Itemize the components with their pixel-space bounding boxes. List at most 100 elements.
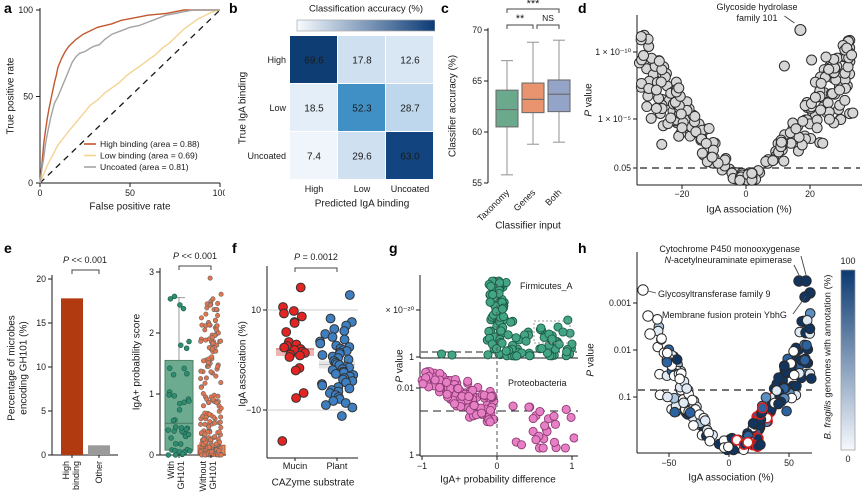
colorbar — [296, 19, 435, 32]
data-point — [696, 147, 708, 159]
annotated-point — [637, 284, 649, 296]
data-point — [207, 275, 213, 281]
annotation-leader — [784, 15, 795, 24]
data-point — [170, 417, 177, 424]
data-point — [435, 382, 445, 393]
data-point — [463, 376, 473, 386]
matrix-cell — [386, 36, 433, 83]
boxplot: 55 60 65 70 Taxonomy Genes Both ** NS*** — [472, 0, 571, 223]
data-point — [330, 369, 341, 379]
data-point — [218, 291, 224, 297]
box — [495, 89, 519, 128]
x-tick-label: GH101 — [176, 461, 186, 490]
data-point — [320, 400, 331, 410]
data-point — [290, 365, 301, 376]
data-point — [336, 411, 347, 421]
x-tick-label: 0 — [744, 189, 749, 199]
roc-curve — [39, 9, 220, 184]
data-point — [483, 350, 493, 360]
data-point — [674, 373, 685, 385]
data-point — [203, 311, 209, 317]
data-point — [704, 435, 716, 447]
row-label: Low — [269, 103, 286, 113]
a-ylabel: True positive rate — [5, 57, 17, 135]
x-tick-label: With — [166, 461, 176, 479]
data-point — [202, 421, 208, 427]
data-point — [554, 339, 564, 349]
data-point — [201, 436, 207, 442]
data-point — [167, 365, 173, 371]
data-point — [650, 102, 662, 114]
data-point — [216, 448, 222, 454]
x-tick-label: 50 — [125, 188, 135, 198]
matrix-cell — [386, 84, 433, 131]
data-point — [516, 440, 527, 450]
data-point — [218, 380, 224, 386]
data-point — [497, 304, 508, 314]
y-tick-label: −10 — [246, 405, 261, 415]
matrix-cell — [386, 132, 433, 179]
y-tick-label: 0.01 — [397, 383, 414, 393]
data-point — [662, 391, 673, 403]
data-point — [665, 112, 677, 124]
data-point — [540, 421, 550, 431]
colorbar-max: 100 — [840, 256, 855, 266]
data-point — [181, 399, 187, 406]
annotation-leader — [800, 255, 807, 276]
significance-bracket — [506, 8, 560, 13]
data-point — [317, 350, 328, 360]
data-point — [781, 405, 792, 417]
data-point — [486, 281, 496, 291]
data-point — [653, 55, 665, 67]
matrix-cell — [338, 132, 385, 179]
volcano-plot: 1 × 10⁻¹⁰ 1 × 10⁻⁵ 0.05 −20 0 20 Glycoside hyd… — [595, 2, 862, 199]
significance-bracket — [506, 24, 534, 29]
data-point — [524, 402, 534, 412]
y-tick-label: 10 — [251, 305, 261, 315]
data-point — [209, 449, 215, 455]
panel-letter-d: d — [578, 0, 587, 16]
y-tick-label: 1 × 10⁻¹⁰ — [595, 47, 631, 57]
significance-bracket — [178, 265, 212, 270]
data-point — [205, 360, 211, 366]
x-tick-label: Taxonomy — [475, 187, 511, 223]
data-point — [218, 405, 224, 411]
annotation-leader — [793, 264, 800, 276]
data-point — [817, 137, 829, 149]
f-xlabel: CAZyme substrate — [271, 477, 355, 489]
data-point — [217, 439, 223, 445]
data-point — [806, 54, 818, 66]
panel-c: c 55 60 65 70 Taxonomy Genes Both ** NS *** — [435, 0, 575, 237]
annotation: Glycoside hydrolase — [716, 2, 797, 12]
g-ylabel: P value — [394, 349, 406, 383]
data-point — [773, 372, 784, 383]
cell-value: 63.0 — [400, 152, 420, 163]
data-point — [442, 389, 452, 399]
data-point — [661, 356, 673, 368]
y-tick-label: 2 — [149, 328, 154, 338]
data-point — [209, 335, 215, 341]
data-point — [806, 373, 817, 384]
data-point — [700, 137, 712, 149]
x-tick-label: 1 — [570, 461, 575, 471]
y-tick-label: 0.1 — [619, 392, 631, 402]
roc-plot: 0 50 100 0 50 100 High binding (area = 0.88) Lo… — [18, 5, 225, 198]
data-point — [644, 328, 656, 340]
data-point — [281, 327, 292, 337]
matrix-cell — [290, 36, 337, 83]
data-point — [198, 315, 204, 321]
data-point — [760, 392, 772, 403]
data-point — [823, 113, 835, 125]
c-ylabel: Classifier accuracy (%) — [447, 54, 459, 158]
data-point — [215, 313, 221, 319]
data-point — [656, 138, 668, 150]
data-point — [183, 345, 190, 352]
data-point — [506, 317, 516, 327]
data-point — [317, 380, 328, 391]
data-point — [699, 415, 711, 426]
data-point — [180, 305, 187, 312]
data-point — [186, 398, 192, 404]
y-tick-label: 1 — [409, 352, 414, 362]
h-ylabel: P value — [585, 343, 597, 377]
y-tick-label: 1 — [409, 450, 414, 460]
